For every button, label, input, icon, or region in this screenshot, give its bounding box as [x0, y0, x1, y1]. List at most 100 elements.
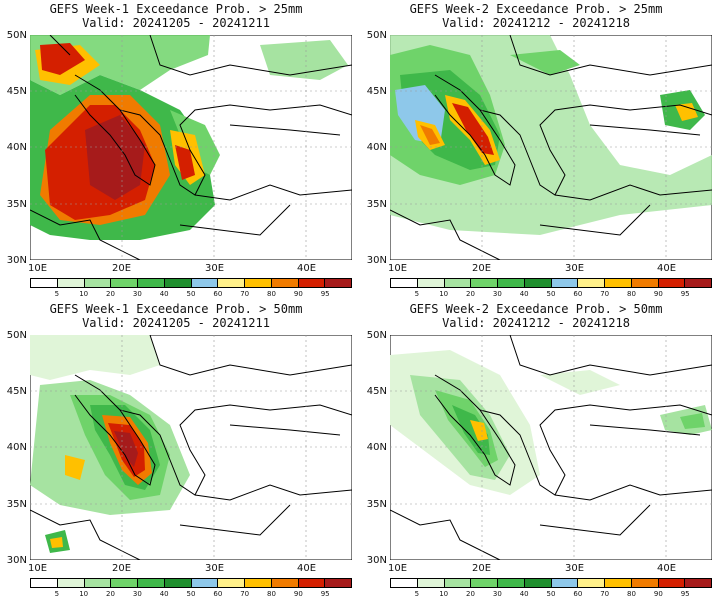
lon-label-20e: 20E	[112, 563, 132, 574]
colorbar-level-label: 95	[320, 590, 330, 598]
colorbar-swatch	[444, 579, 472, 587]
colorbar-level-label: 95	[680, 290, 690, 298]
colorbar-level-label: 90	[293, 290, 303, 298]
colorbar	[390, 278, 712, 288]
lon-label-20e: 20E	[472, 263, 492, 274]
colorbar-swatch	[138, 279, 165, 287]
colorbar-level-label: 30	[132, 590, 142, 598]
colorbar-level-label: 80	[627, 290, 636, 298]
colorbar-swatch	[658, 279, 686, 287]
colorbar-level-label: 90	[293, 590, 303, 598]
colorbar-swatch	[298, 279, 326, 287]
panel-valid-dates: Valid: 20241212 - 20241218	[442, 16, 630, 30]
lat-label-50n: 50N	[6, 330, 27, 341]
colorbar-swatch	[191, 279, 219, 287]
colorbar-level-label: 90	[653, 590, 663, 598]
colorbar-level-label: 95	[320, 290, 330, 298]
lat-label-45n: 45N	[6, 86, 27, 97]
colorbar-level-label: 80	[627, 590, 636, 598]
lat-label-50n: 50N	[366, 330, 387, 341]
colorbar-swatch	[631, 579, 659, 587]
lat-label-50n: 50N	[6, 30, 27, 41]
colorbar-level-label: 20	[106, 290, 115, 298]
colorbar-level-label: 40	[159, 290, 169, 298]
lon-label-30e: 30E	[565, 263, 585, 274]
colorbar-level-label: 5	[54, 590, 60, 598]
colorbar-swatch	[685, 279, 711, 287]
colorbar-level-label: 60	[573, 590, 583, 598]
colorbar-level-label: 10	[439, 290, 449, 298]
lat-label-35n: 35N	[6, 199, 27, 210]
colorbar-swatch	[164, 579, 192, 587]
colorbar-level-label: 20	[466, 590, 475, 598]
colorbar-level-label: 60	[213, 590, 223, 598]
colorbar-swatch	[164, 279, 192, 287]
map-week1-50mm	[30, 335, 352, 560]
panel-title: GEFS Week-1 Exceedance Prob. > 25mm	[49, 2, 303, 16]
lat-label-30n: 30N	[6, 555, 27, 566]
lon-label-40e: 40E	[657, 263, 677, 274]
colorbar-swatch	[685, 579, 711, 587]
colorbar-swatch	[84, 279, 112, 287]
map-week2-25mm	[390, 35, 712, 260]
colorbar	[30, 278, 352, 288]
colorbar-swatch	[391, 279, 418, 287]
colorbar-swatch	[524, 579, 552, 587]
colorbar-swatch	[325, 279, 351, 287]
colorbar-swatch	[578, 279, 605, 287]
colorbar-swatch	[218, 579, 245, 587]
colorbar-level-label: 70	[600, 590, 610, 598]
colorbar-level-label: 50	[546, 590, 556, 598]
colorbar-level-label: 60	[213, 290, 223, 298]
lat-label-40n: 40N	[6, 442, 27, 453]
colorbar	[30, 578, 352, 588]
colorbar-level-label: 30	[132, 290, 142, 298]
map-week1-25mm	[30, 35, 352, 260]
colorbar-swatch	[245, 279, 272, 287]
lon-label-40e: 40E	[297, 563, 317, 574]
colorbar-swatch	[498, 579, 525, 587]
lat-label-30n: 30N	[366, 555, 387, 566]
panel-week1-25mm: GEFS Week-1 Exceedance Prob. > 25mm Vali…	[0, 2, 352, 298]
lat-label-40n: 40N	[6, 142, 27, 153]
lon-label-30e: 30E	[565, 563, 585, 574]
panel-valid-dates: Valid: 20241205 - 20241211	[82, 316, 270, 330]
colorbar-swatch	[245, 579, 272, 587]
lon-label-40e: 40E	[297, 263, 317, 274]
colorbar-level-label: 50	[546, 290, 556, 298]
colorbar-swatch	[631, 279, 659, 287]
lon-label-10e: 10E	[388, 563, 408, 574]
colorbar-level-label: 70	[240, 290, 250, 298]
colorbar-level-label: 70	[600, 290, 610, 298]
colorbar-level-label: 5	[54, 290, 60, 298]
panel-title: GEFS Week-2 Exceedance Prob. > 50mm	[409, 302, 663, 316]
colorbar-level-label: 90	[653, 290, 663, 298]
lat-label-45n: 45N	[366, 86, 387, 97]
lon-label-10e: 10E	[28, 563, 48, 574]
panel-title: GEFS Week-2 Exceedance Prob. > 25mm	[409, 2, 663, 16]
colorbar	[390, 578, 712, 588]
colorbar-level-label: 80	[267, 290, 276, 298]
colorbar-level-label: 50	[186, 290, 196, 298]
lon-label-20e: 20E	[112, 263, 132, 274]
colorbar-level-label: 95	[680, 590, 690, 598]
panel-title: GEFS Week-1 Exceedance Prob. > 50mm	[49, 302, 303, 316]
colorbar-level-label: 10	[79, 590, 89, 598]
lon-label-40e: 40E	[657, 563, 677, 574]
colorbar-level-label: 20	[106, 590, 115, 598]
colorbar-swatch	[31, 279, 58, 287]
colorbar-swatch	[298, 579, 326, 587]
colorbar-swatch	[578, 579, 605, 587]
panel-week2-50mm: GEFS Week-2 Exceedance Prob. > 50mm Vali…	[360, 302, 712, 598]
lat-label-35n: 35N	[6, 499, 27, 510]
colorbar-swatch	[471, 579, 498, 587]
colorbar-swatch	[417, 579, 445, 587]
panel-valid-dates: Valid: 20241205 - 20241211	[82, 16, 270, 30]
colorbar-level-label: 60	[573, 290, 583, 298]
panel-valid-dates: Valid: 20241212 - 20241218	[442, 316, 630, 330]
lat-label-40n: 40N	[366, 142, 387, 153]
lon-label-10e: 10E	[388, 263, 408, 274]
lon-label-30e: 30E	[205, 563, 225, 574]
colorbar-swatch	[605, 279, 632, 287]
lat-label-45n: 45N	[366, 386, 387, 397]
